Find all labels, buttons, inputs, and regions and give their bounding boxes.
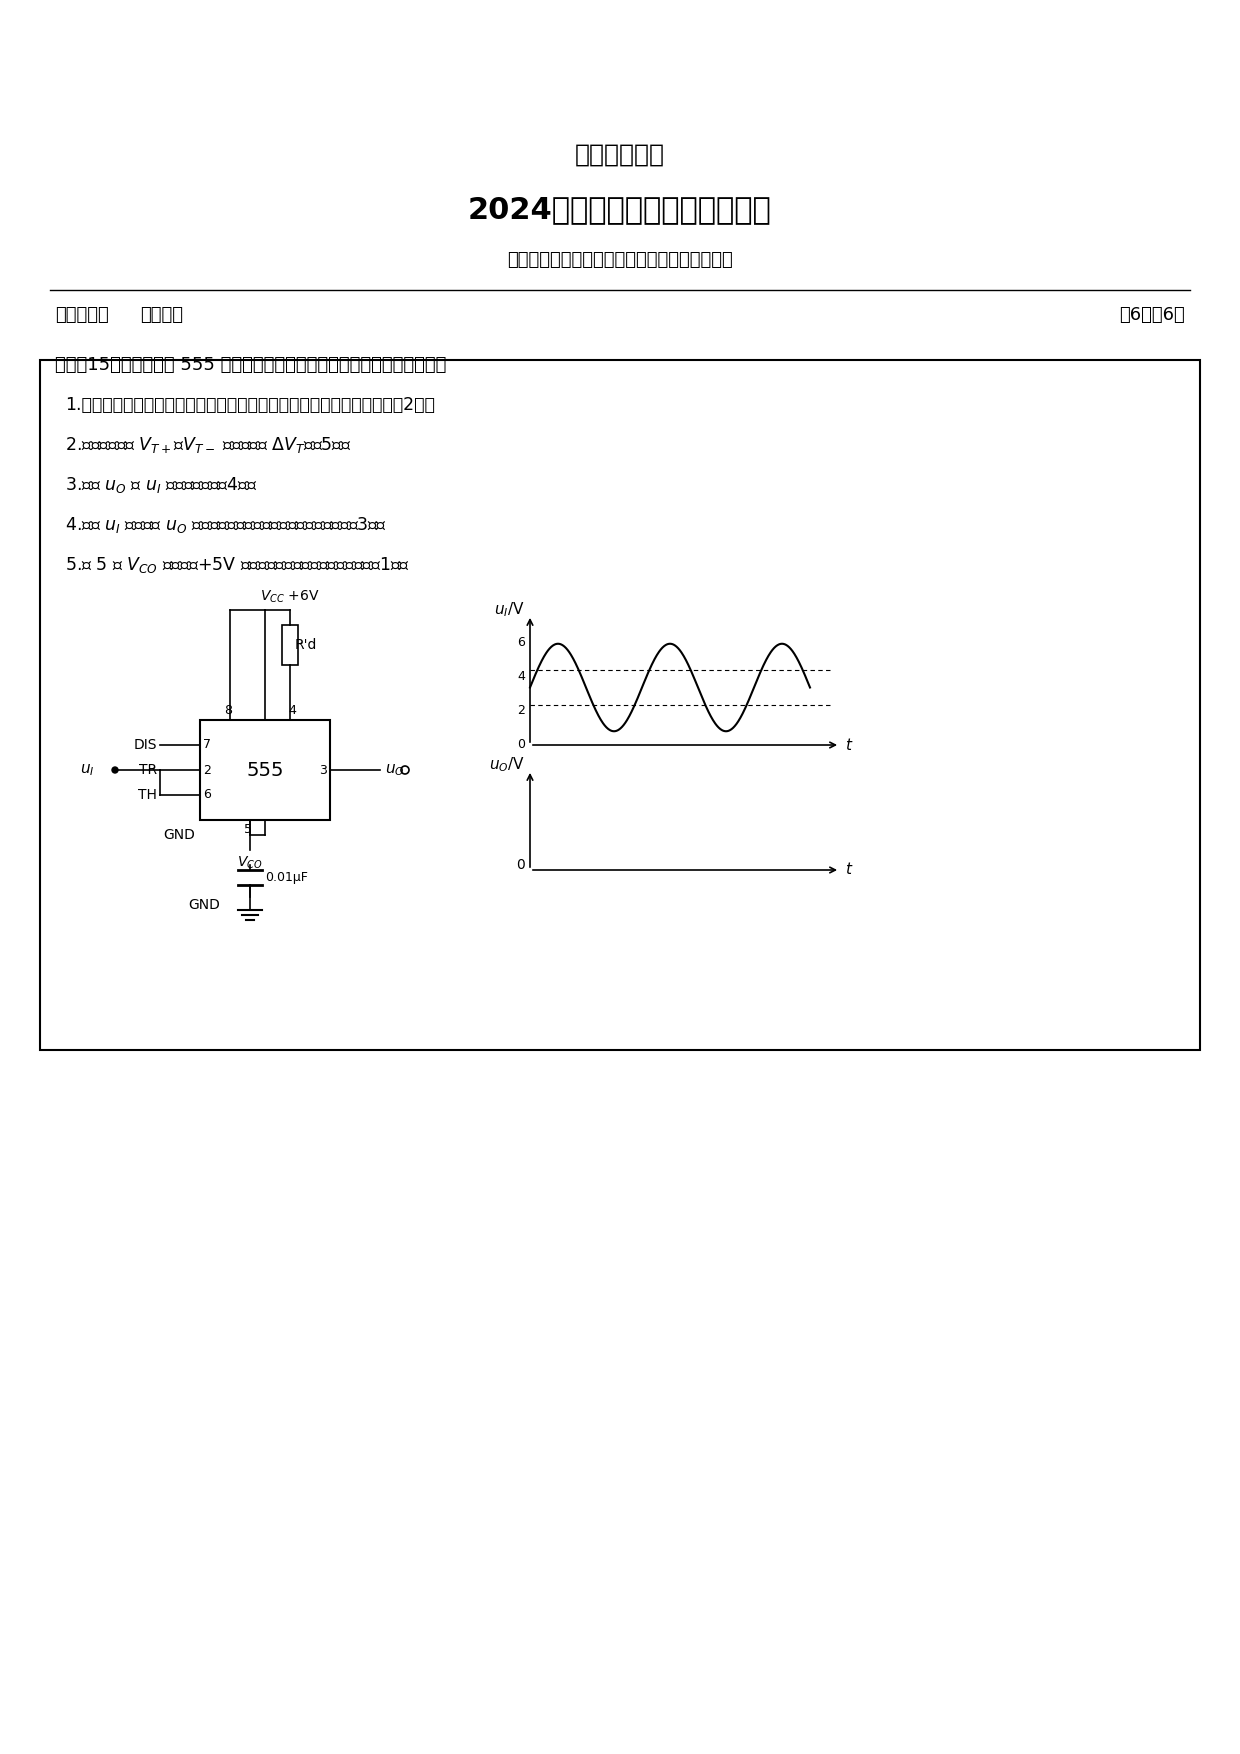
- Text: 0: 0: [517, 738, 525, 751]
- Text: t: t: [844, 863, 851, 877]
- Text: $u_O$/V: $u_O$/V: [489, 756, 525, 774]
- Circle shape: [112, 766, 118, 774]
- Text: 4: 4: [288, 703, 296, 717]
- Bar: [40, 360, 1200, 1051]
- Text: 电子技术: 电子技术: [140, 305, 184, 324]
- Text: 8: 8: [224, 703, 232, 717]
- Text: 3: 3: [319, 763, 327, 777]
- Text: 2024年硕士研究生招生考试题签: 2024年硕士研究生招生考试题签: [469, 195, 771, 225]
- Text: DIS: DIS: [134, 738, 157, 752]
- Text: 2: 2: [517, 705, 525, 717]
- Text: 0.01μF: 0.01μF: [265, 872, 308, 884]
- Text: 沈阳工业大学: 沈阳工业大学: [575, 144, 665, 167]
- Text: 4: 4: [517, 670, 525, 684]
- Text: 4.根据 $u_I$ 波形画出 $u_O$ 的波形（将两个波形都画在答题卡上）；（3分）: 4.根据 $u_I$ 波形画出 $u_O$ 的波形（将两个波形都画在答题卡上）；…: [64, 516, 387, 535]
- Text: 十、（15分）下图为由 555 定时器构成的应用电路，按要求完成下列问题：: 十、（15分）下图为由 555 定时器构成的应用电路，按要求完成下列问题：: [55, 356, 446, 374]
- Text: 7: 7: [203, 738, 211, 751]
- Text: t: t: [844, 737, 851, 752]
- Text: GND: GND: [188, 898, 219, 912]
- Text: $V_{CC}$ +6V: $V_{CC}$ +6V: [260, 589, 320, 605]
- Text: TR: TR: [139, 763, 157, 777]
- Bar: [200, 719, 330, 821]
- Text: 2.计算阈值电压 $V_{T+}$、$V_{T-}$ 和回差电压 $\Delta V_T$；（5分）: 2.计算阈值电压 $V_{T+}$、$V_{T-}$ 和回差电压 $\Delta…: [64, 435, 351, 454]
- Text: 6: 6: [517, 637, 525, 649]
- Text: 0: 0: [516, 858, 525, 872]
- Text: 第6页共6页: 第6页共6页: [1120, 305, 1185, 324]
- Text: 6: 6: [203, 789, 211, 802]
- Text: TH: TH: [138, 788, 157, 802]
- Text: （请考生将题答在答题册上，答在题签上无效）: （请考生将题答在答题册上，答在题签上无效）: [507, 251, 733, 268]
- Text: 2: 2: [203, 763, 211, 777]
- Text: 1.合理连线构成一个完整的施密特电路（在答题卡上画出完整电路）；（2分）: 1.合理连线构成一个完整的施密特电路（在答题卡上画出完整电路）；（2分）: [64, 396, 435, 414]
- Text: R'd: R'd: [295, 638, 317, 652]
- Text: $u_O$: $u_O$: [384, 763, 404, 777]
- Bar: [281, 624, 298, 665]
- Text: 555: 555: [247, 761, 284, 779]
- Text: 5.若 5 脚 $V_{CO}$ 改为外接+5V 电压，则会使阈值电压如何改变？（1分）: 5.若 5 脚 $V_{CO}$ 改为外接+5V 电压，则会使阈值电压如何改变？…: [64, 554, 410, 575]
- Text: $u_I$: $u_I$: [81, 763, 94, 777]
- Text: $V_{CO}$: $V_{CO}$: [237, 854, 263, 872]
- Text: GND: GND: [164, 828, 195, 842]
- Text: 5: 5: [244, 823, 252, 837]
- Text: $u_I$/V: $u_I$/V: [495, 600, 525, 619]
- Text: 科目名称：: 科目名称：: [55, 305, 109, 324]
- Text: 3.画出 $u_O$ 与 $u_I$ 的关系曲线；（4分）: 3.画出 $u_O$ 与 $u_I$ 的关系曲线；（4分）: [64, 475, 258, 495]
